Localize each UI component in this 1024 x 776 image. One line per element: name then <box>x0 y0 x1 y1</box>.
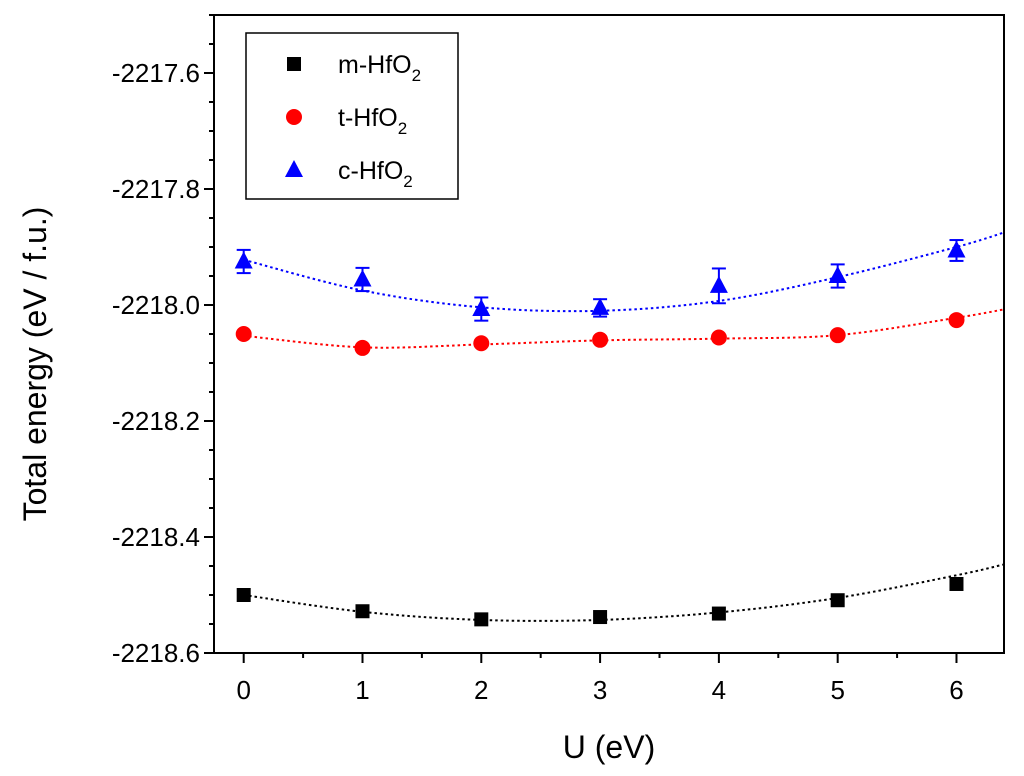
y-tick-label: -2217.6 <box>112 58 200 88</box>
fit-curve <box>243 231 1004 313</box>
data-points <box>234 239 966 627</box>
data-point <box>473 335 490 352</box>
x-tick-label: 3 <box>593 675 607 705</box>
data-point <box>949 576 964 591</box>
data-point <box>474 612 489 627</box>
data-point <box>355 604 370 619</box>
data-point <box>591 297 610 315</box>
data-point <box>472 299 491 317</box>
data-point <box>710 329 727 346</box>
y-axis-title: Total energy (eV / f.u.) <box>17 207 53 522</box>
x-tick-label: 6 <box>949 675 963 705</box>
legend-marker <box>285 160 303 177</box>
legend-marker <box>286 109 302 125</box>
y-axis: -2217.6 -2217.8 -2218.0 -2218.2 -2218.4 -2218… <box>112 14 214 668</box>
y-tick-label: -2217.8 <box>112 174 200 204</box>
legend-label-subscript: 2 <box>412 66 421 85</box>
x-tick-label: 1 <box>355 675 369 705</box>
data-point <box>353 269 372 287</box>
x-tick-label: 5 <box>830 675 844 705</box>
data-point <box>829 327 846 344</box>
data-point <box>235 326 252 342</box>
x-axis: 0 1 2 3 4 5 6 <box>236 653 964 705</box>
x-tick-label: 4 <box>712 675 726 705</box>
data-point <box>711 606 726 621</box>
legend-box <box>245 32 459 200</box>
data-point <box>709 275 728 293</box>
data-point <box>948 312 965 329</box>
data-point <box>236 588 251 602</box>
data-point <box>947 240 966 258</box>
data-point <box>354 339 371 356</box>
legend-label-subscript: 2 <box>398 119 407 138</box>
y-tick-label: -2218.0 <box>112 290 200 320</box>
data-point <box>593 610 608 625</box>
data-point <box>828 266 847 283</box>
x-tick-label: 0 <box>236 675 250 705</box>
data-point <box>234 251 253 269</box>
legend-marker <box>287 57 301 71</box>
y-tick-label: -2218.6 <box>112 638 200 668</box>
y-tick-label: -2218.4 <box>112 522 200 552</box>
legend-label-subscript: 2 <box>403 172 412 191</box>
fit-curve <box>243 563 1004 622</box>
x-axis-title: U (eV) <box>563 729 655 765</box>
data-point <box>830 593 845 608</box>
data-point <box>592 331 609 348</box>
x-tick-label: 2 <box>474 675 488 705</box>
y-tick-label: -2218.2 <box>112 406 200 436</box>
